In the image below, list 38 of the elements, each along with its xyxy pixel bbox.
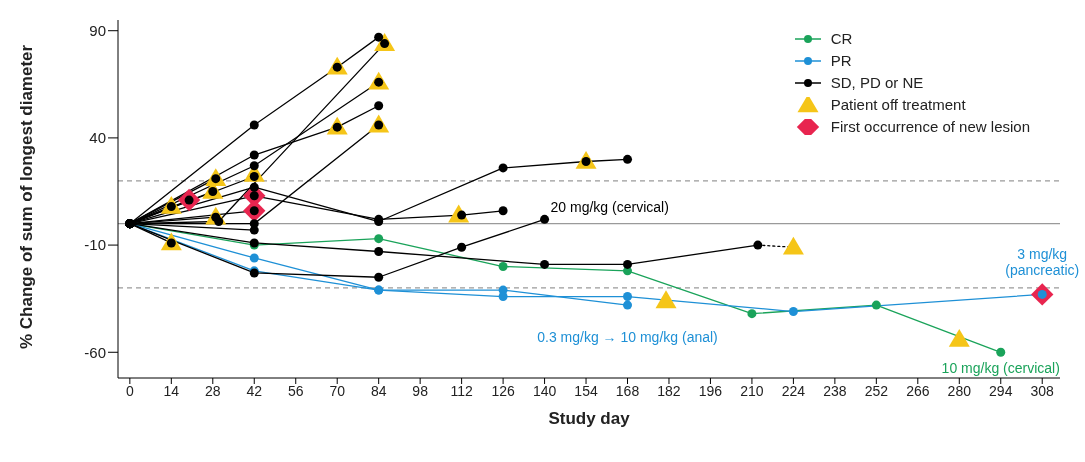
x-tick-label: 280 <box>947 382 972 399</box>
x-tick-label: 14 <box>163 382 180 399</box>
annotation: 3 mg/kg (pancreatic) <box>1004 246 1081 279</box>
x-tick-label: 238 <box>823 382 847 399</box>
annotation: 10 mg/kg (cervical) <box>940 360 1061 377</box>
x-tick-label: 210 <box>740 382 764 399</box>
x-tick-label: 294 <box>989 382 1013 399</box>
y-tick-label: 90 <box>89 22 106 40</box>
x-tick-label: 112 <box>450 382 473 399</box>
x-tick-label: 252 <box>864 382 889 399</box>
legend-label: PR <box>830 51 852 71</box>
x-tick-label: 56 <box>287 382 304 399</box>
x-tick-label: 196 <box>698 382 723 399</box>
x-tick-label: 84 <box>370 382 387 399</box>
y-tick-label: 40 <box>89 129 106 147</box>
x-tick-label: 70 <box>329 382 346 399</box>
legend-label: SD, PD or NE <box>830 73 924 93</box>
x-tick-label: 266 <box>906 382 930 399</box>
y-tick-label: -60 <box>84 343 106 361</box>
x-tick-label: 28 <box>205 382 221 399</box>
x-tick-label: 154 <box>574 382 598 399</box>
x-tick-label: 0 <box>125 382 134 399</box>
x-tick-label: 42 <box>246 382 263 399</box>
legend-label: CR <box>830 29 853 49</box>
x-tick-label: 182 <box>657 382 681 399</box>
legend-label: First occurrence of new lesion <box>830 117 1030 137</box>
x-axis-title: Study day <box>548 409 631 428</box>
x-tick-label: 168 <box>615 382 640 399</box>
x-tick-label: 308 <box>1030 382 1055 399</box>
annotation: 20 mg/kg (cervical) <box>550 199 670 216</box>
y-tick-label: -10 <box>84 236 106 254</box>
x-tick-label: 126 <box>491 382 515 399</box>
annotation: 0.3 mg/kg → 10 mg/kg (anal) <box>536 329 719 346</box>
x-tick-label: 98 <box>412 382 429 399</box>
legend-label: Patient off treatment <box>830 95 966 115</box>
x-tick-label: 224 <box>781 382 806 399</box>
x-tick-label: 140 <box>532 382 557 399</box>
y-axis-title: % Change of sum of longest diameter <box>17 44 37 349</box>
